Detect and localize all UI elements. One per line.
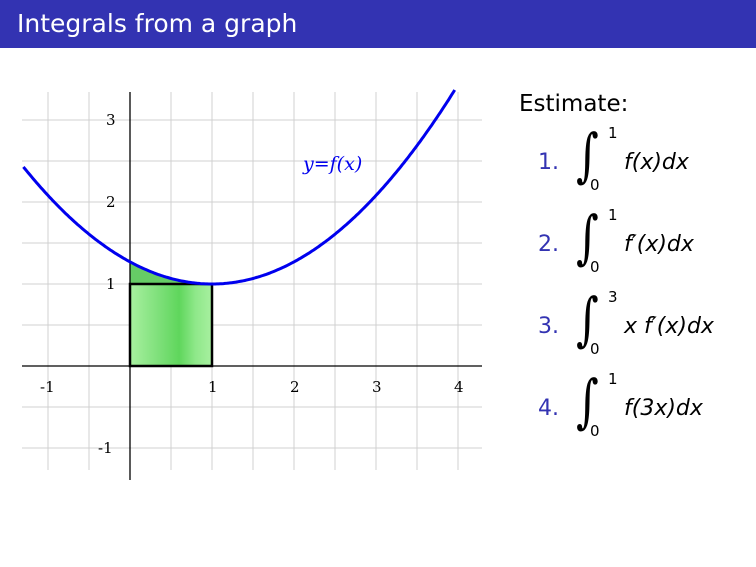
estimate-rectangle	[128, 282, 214, 368]
lower-limit: 0	[590, 258, 600, 276]
integrand: f′(x)dx	[624, 232, 694, 257]
x-tick-label: 3	[372, 378, 382, 396]
function-graph: -1 1 2 3 4 3 2 1 -1 y=f(x)	[22, 89, 482, 480]
y-tick-label: 1	[106, 275, 116, 293]
lower-limit: 0	[590, 422, 600, 440]
integral-item-2: 2. ∫ 1 0 f′(x)dx	[538, 203, 756, 278]
integrand: f(3x)dx	[624, 396, 703, 421]
lower-limit: 0	[590, 340, 600, 358]
page-title: Integrals from a graph	[17, 9, 298, 38]
x-tick-label: -1	[40, 378, 55, 396]
item-number: 2.	[538, 232, 559, 257]
upper-limit: 1	[608, 206, 618, 224]
curve-label: y=f(x)	[302, 153, 362, 175]
integral-item-3: 3. ∫ 3 0 x f′(x)dx	[538, 285, 756, 360]
lower-limit: 0	[590, 176, 600, 194]
y-tick-label: 2	[106, 193, 116, 211]
estimate-label: Estimate:	[519, 91, 629, 117]
x-tick-labels: -1 1 2 3 4	[40, 378, 464, 396]
integral-sign-icon: ∫	[576, 121, 599, 189]
integral-item-4: 4. ∫ 1 0 f(3x)dx	[538, 367, 756, 442]
upper-limit: 1	[608, 370, 618, 388]
y-tick-label: 3	[106, 111, 116, 129]
y-tick-labels: 3 2 1 -1	[98, 111, 116, 457]
integral-item-1: 1. ∫ 1 0 f(x)dx	[538, 121, 756, 196]
item-number: 1.	[538, 150, 559, 175]
integrand: f(x)dx	[624, 150, 689, 175]
item-number: 3.	[538, 314, 559, 339]
x-tick-label: 1	[208, 378, 218, 396]
x-tick-label: 4	[454, 378, 464, 396]
item-number: 4.	[538, 396, 559, 421]
area-under-curve	[130, 261, 212, 284]
x-tick-label: 2	[290, 378, 300, 396]
curve-f	[22, 89, 456, 286]
upper-limit: 3	[608, 288, 618, 306]
integral-sign-icon: ∫	[576, 367, 599, 435]
y-tick-label: -1	[98, 439, 113, 457]
integral-sign-icon: ∫	[576, 285, 599, 353]
integrand: x f′(x)dx	[624, 314, 714, 339]
title-bar: Integrals from a graph	[0, 0, 756, 48]
integral-sign-icon: ∫	[576, 203, 599, 271]
upper-limit: 1	[608, 124, 618, 142]
